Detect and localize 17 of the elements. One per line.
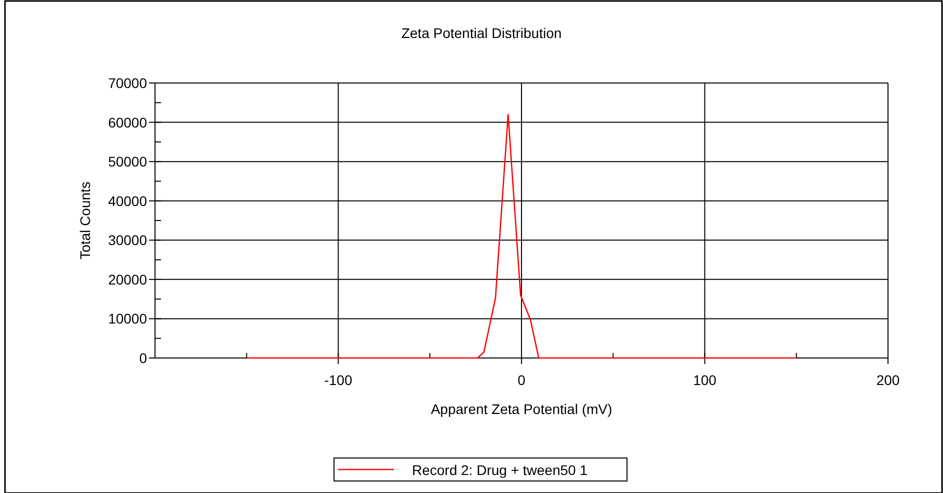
- x-tick-label: 100: [693, 372, 717, 388]
- y-tick-label: 30000: [108, 232, 148, 248]
- x-tick-label: -100: [324, 372, 352, 388]
- y-tick-label: 0: [139, 350, 148, 366]
- y-tick-label: 20000: [108, 271, 148, 288]
- x-axis-title: Apparent Zeta Potential (mV): [430, 401, 612, 417]
- x-tick-label: 0: [518, 372, 526, 388]
- chart-title: Zeta Potential Distribution: [401, 25, 562, 41]
- y-axis-title: Total Counts: [77, 182, 93, 260]
- y-tick-label: 40000: [108, 192, 148, 209]
- line-series: [246, 114, 798, 359]
- y-tick-label: 70000: [108, 75, 148, 91]
- legend-label: Record 2: Drug + tween50 1: [412, 462, 588, 478]
- y-tick-label: 10000: [108, 310, 148, 327]
- x-tick-label: 200: [876, 372, 900, 388]
- y-tick-label: 60000: [108, 114, 148, 130]
- y-tick-label: 50000: [108, 154, 148, 170]
